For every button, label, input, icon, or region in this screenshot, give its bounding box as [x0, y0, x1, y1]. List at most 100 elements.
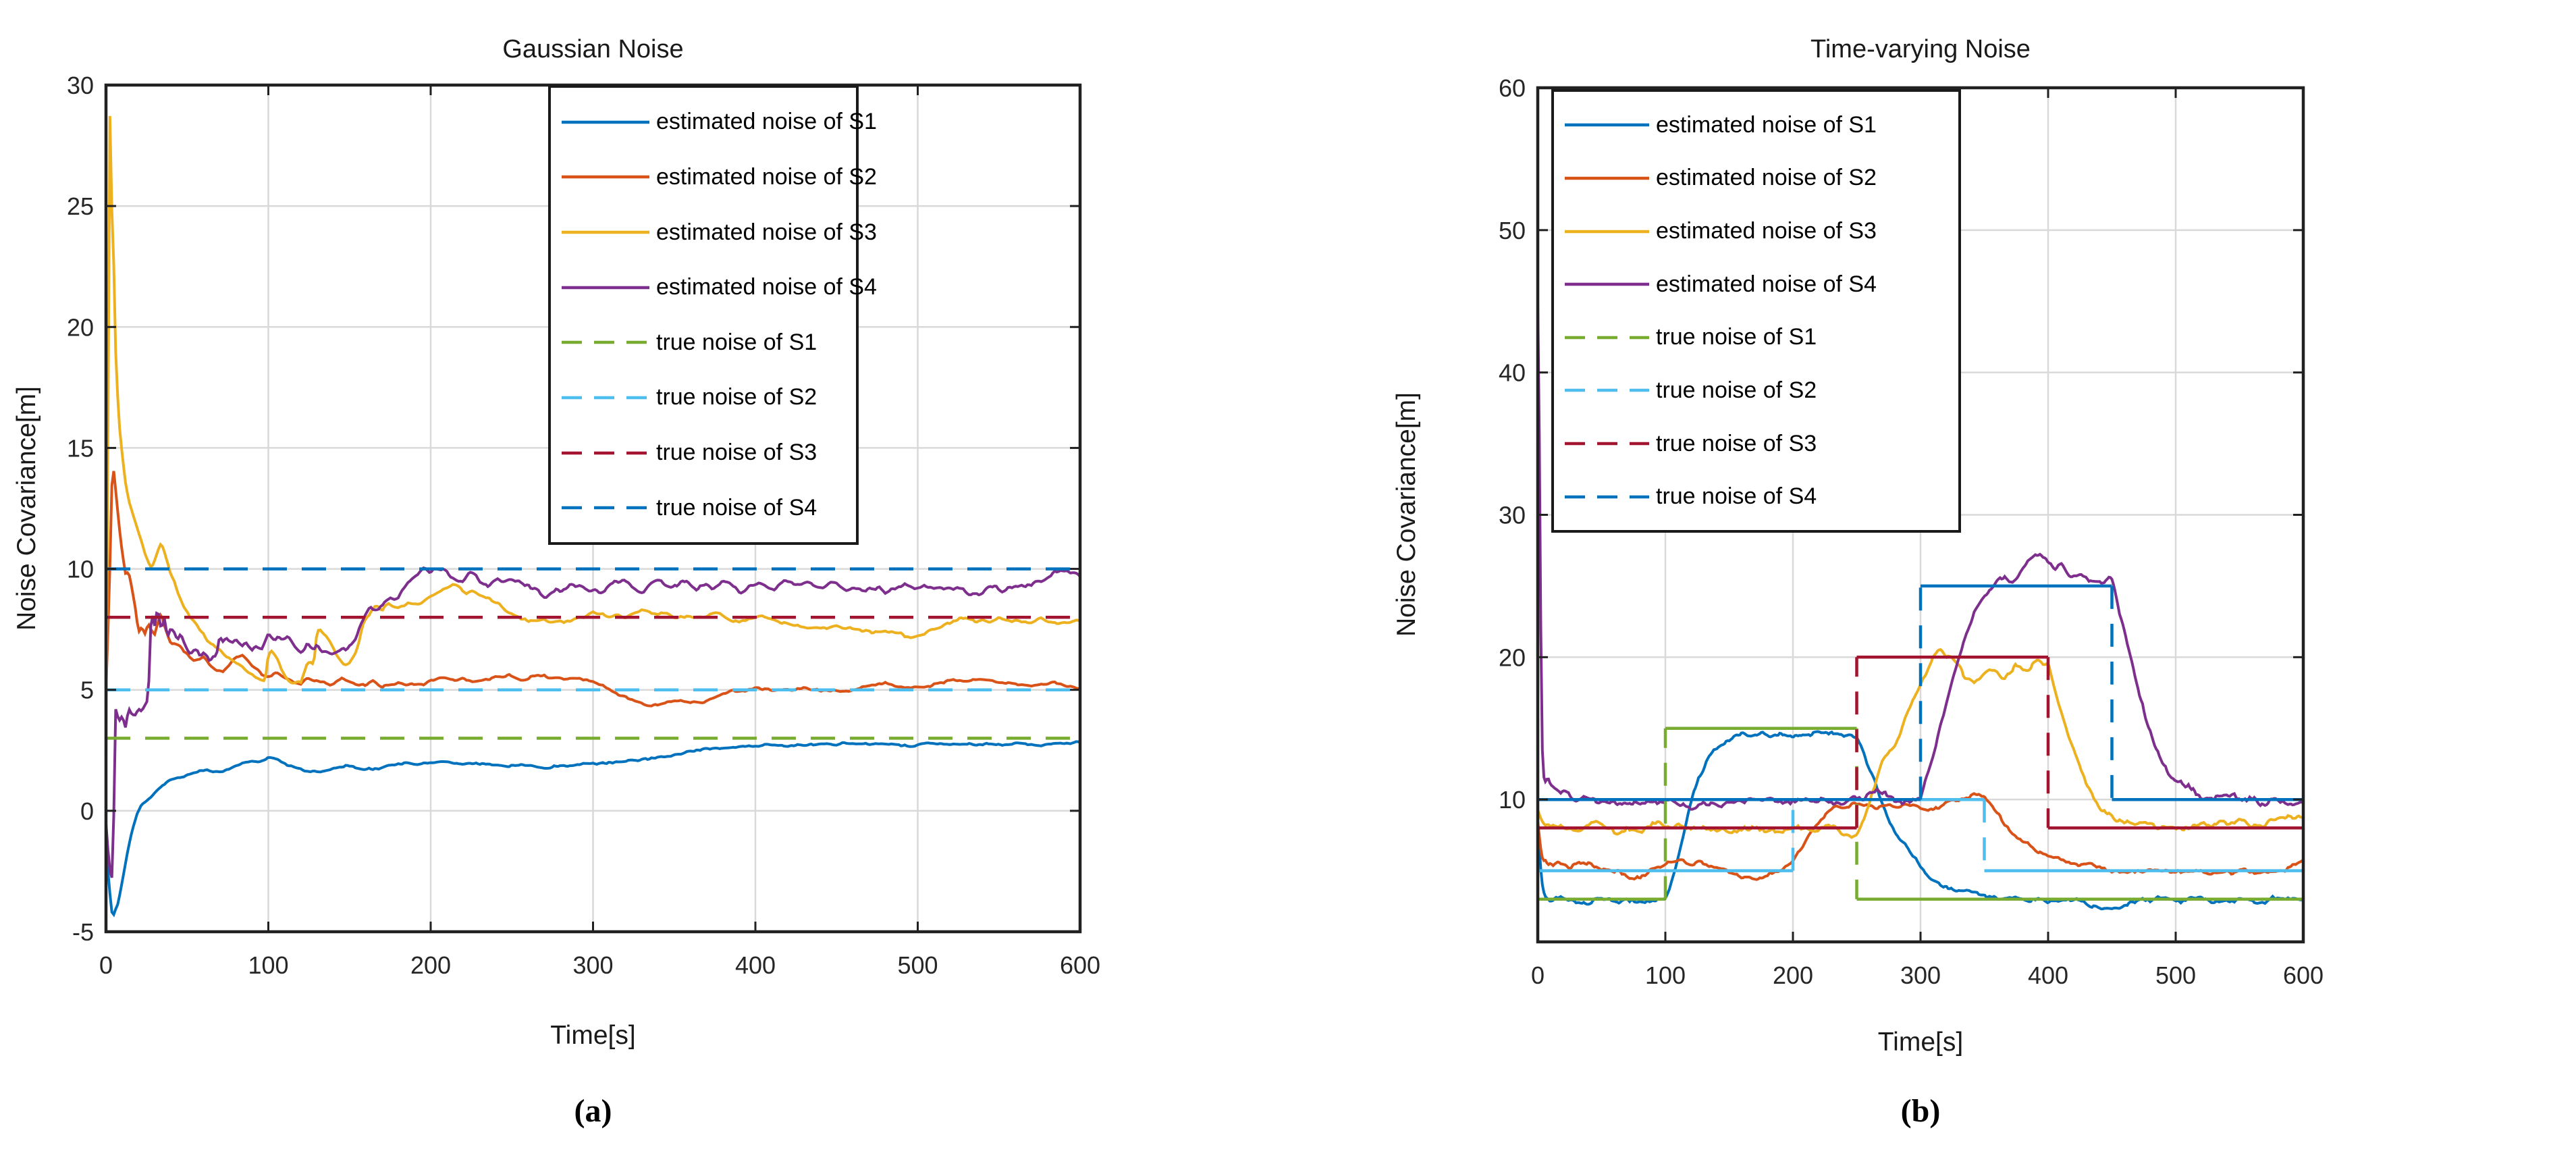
y-axis-label: Noise Covariance[m] — [12, 386, 41, 631]
panel-a: 0 100 200 300 400 500 600 -5 0 5 10 15 20 25 30 Gaussi… — [12, 35, 1100, 1129]
legend-label: true noise of S3 — [1656, 430, 1817, 456]
legend-label: true noise of S4 — [1656, 483, 1817, 510]
y-tick-label: 10 — [1499, 786, 1526, 814]
series-estimated-noise-of-s3 — [106, 115, 1080, 761]
legend-item: estimated noise of S1 — [1554, 99, 1958, 152]
x-tick-label: 200 — [410, 951, 451, 979]
x-tick-label: 0 — [99, 951, 113, 979]
dashed-line-icon — [1565, 442, 1649, 446]
series-estimated-noise-of-s4 — [106, 566, 1080, 878]
x-tick-label: 400 — [735, 951, 776, 979]
x-tick-label: 600 — [1060, 951, 1100, 979]
x-tick-label: 400 — [2028, 961, 2068, 989]
y-tick-label: 5 — [80, 677, 94, 704]
legend-label: estimated noise of S2 — [1656, 165, 1877, 191]
y-tick-label: 30 — [1499, 502, 1526, 529]
y-tick-label: 60 — [1499, 74, 1526, 102]
legend-label: true noise of S3 — [656, 440, 817, 466]
dashed-line-icon — [1565, 495, 1649, 498]
dashed-line-icon — [562, 506, 649, 510]
solid-line-icon — [1565, 230, 1649, 233]
series-true-noise-of-s3-jump — [1855, 657, 2050, 828]
legend-label: estimated noise of S1 — [1656, 111, 1877, 138]
solid-line-icon — [1565, 282, 1649, 286]
legend-item: true noise of S3 — [551, 425, 856, 481]
panel-b: 0 100 200 300 400 500 600 10 20 30 40 50 60 Time-var… — [1288, 0, 2576, 1164]
y-tick-label: 20 — [1499, 643, 1526, 671]
y-tick-label: 40 — [1499, 359, 1526, 387]
legend-label: true noise of S2 — [1656, 377, 1817, 403]
legend-label: estimated noise of S4 — [1656, 271, 1877, 297]
x-tick-label: 500 — [2155, 961, 2196, 989]
legend-item: true noise of S4 — [551, 480, 856, 535]
legend-item: estimated noise of S2 — [1554, 152, 1958, 205]
solid-line-icon — [1565, 176, 1649, 180]
legend-item: true noise of S4 — [1554, 470, 1958, 523]
legend-label: true noise of S1 — [656, 329, 817, 355]
series-true-noise-of-s4 — [1538, 584, 2303, 801]
legend-label: estimated noise of S1 — [656, 109, 877, 135]
legend-item: true noise of S1 — [551, 315, 856, 371]
legend-item: estimated noise of S1 — [551, 95, 877, 150]
legend-label: estimated noise of S3 — [1656, 218, 1877, 244]
legend: estimated noise of S1 estimated noise of … — [548, 85, 877, 545]
subplot-caption: (a) — [574, 1093, 612, 1129]
solid-line-icon — [562, 176, 649, 179]
legend-item: estimated noise of S3 — [551, 205, 877, 260]
y-tick-label: 15 — [67, 434, 94, 462]
legend-label: estimated noise of S2 — [656, 163, 877, 190]
subplot-caption: (b) — [1900, 1093, 1941, 1129]
legend-item: true noise of S1 — [1554, 311, 1958, 365]
legend-label: estimated noise of S4 — [656, 274, 877, 300]
y-tick-label: 50 — [1499, 217, 1526, 244]
legend-item: estimated noise of S3 — [1554, 205, 1958, 258]
legend-item: estimated noise of S4 — [551, 260, 877, 315]
series-true-noise-of-s3 — [1538, 656, 2303, 830]
y-tick-label: 0 — [80, 797, 94, 825]
dashed-line-icon — [562, 396, 649, 400]
legend-label: estimated noise of S3 — [656, 219, 877, 245]
x-tick-label: 100 — [248, 951, 288, 979]
legend: estimated noise of S1 estimated noise of … — [1551, 89, 1961, 533]
x-tick-label: 500 — [897, 951, 938, 979]
legend-label: true noise of S2 — [656, 384, 817, 411]
dashed-line-icon — [562, 451, 649, 454]
solid-line-icon — [562, 120, 649, 124]
series-true-noise-of-s2-jump — [1791, 799, 1986, 871]
legend-item: estimated noise of S4 — [1554, 258, 1958, 311]
x-tick-label: 600 — [2283, 961, 2324, 989]
series-estimated-noise-of-s2 — [106, 471, 1080, 708]
dashed-line-icon — [562, 341, 649, 344]
x-tick-label: 300 — [1900, 961, 1941, 989]
y-axis-label: Noise Covariance[m] — [1392, 392, 1421, 637]
legend-label: true noise of S4 — [656, 494, 817, 521]
legend-label: true noise of S1 — [1656, 324, 1817, 350]
chart-title: Gaussian Noise — [502, 35, 684, 63]
chart-title: Time-varying Noise — [1810, 35, 2031, 63]
x-axis-label: Time[s] — [550, 1021, 636, 1050]
x-tick-label: 200 — [1773, 961, 1813, 989]
legend-item: estimated noise of S2 — [551, 150, 877, 205]
x-axis-label: Time[s] — [1877, 1028, 1964, 1057]
x-tick-label: 300 — [572, 951, 613, 979]
x-tick-label: 100 — [1645, 961, 1686, 989]
y-tick-label: 10 — [67, 556, 94, 583]
series-true-noise-of-s1 — [1538, 726, 2303, 901]
dashed-line-icon — [1565, 389, 1649, 392]
y-tick-label: -5 — [72, 918, 94, 946]
legend-item: true noise of S2 — [551, 370, 856, 425]
legend-item: true noise of S3 — [1554, 417, 1958, 471]
y-tick-label: 20 — [67, 313, 94, 341]
solid-line-icon — [1565, 124, 1649, 127]
series-true-noise-of-s1-jump — [1663, 728, 1858, 899]
dashed-line-icon — [1565, 336, 1649, 340]
solid-line-icon — [562, 286, 649, 289]
y-tick-label: 30 — [67, 72, 94, 99]
series-estimated-noise-of-s1 — [106, 740, 1080, 918]
y-tick-label: 25 — [67, 192, 94, 220]
legend-item: true noise of S2 — [1554, 364, 1958, 417]
solid-line-icon — [562, 230, 649, 234]
x-tick-label: 0 — [1531, 961, 1545, 989]
